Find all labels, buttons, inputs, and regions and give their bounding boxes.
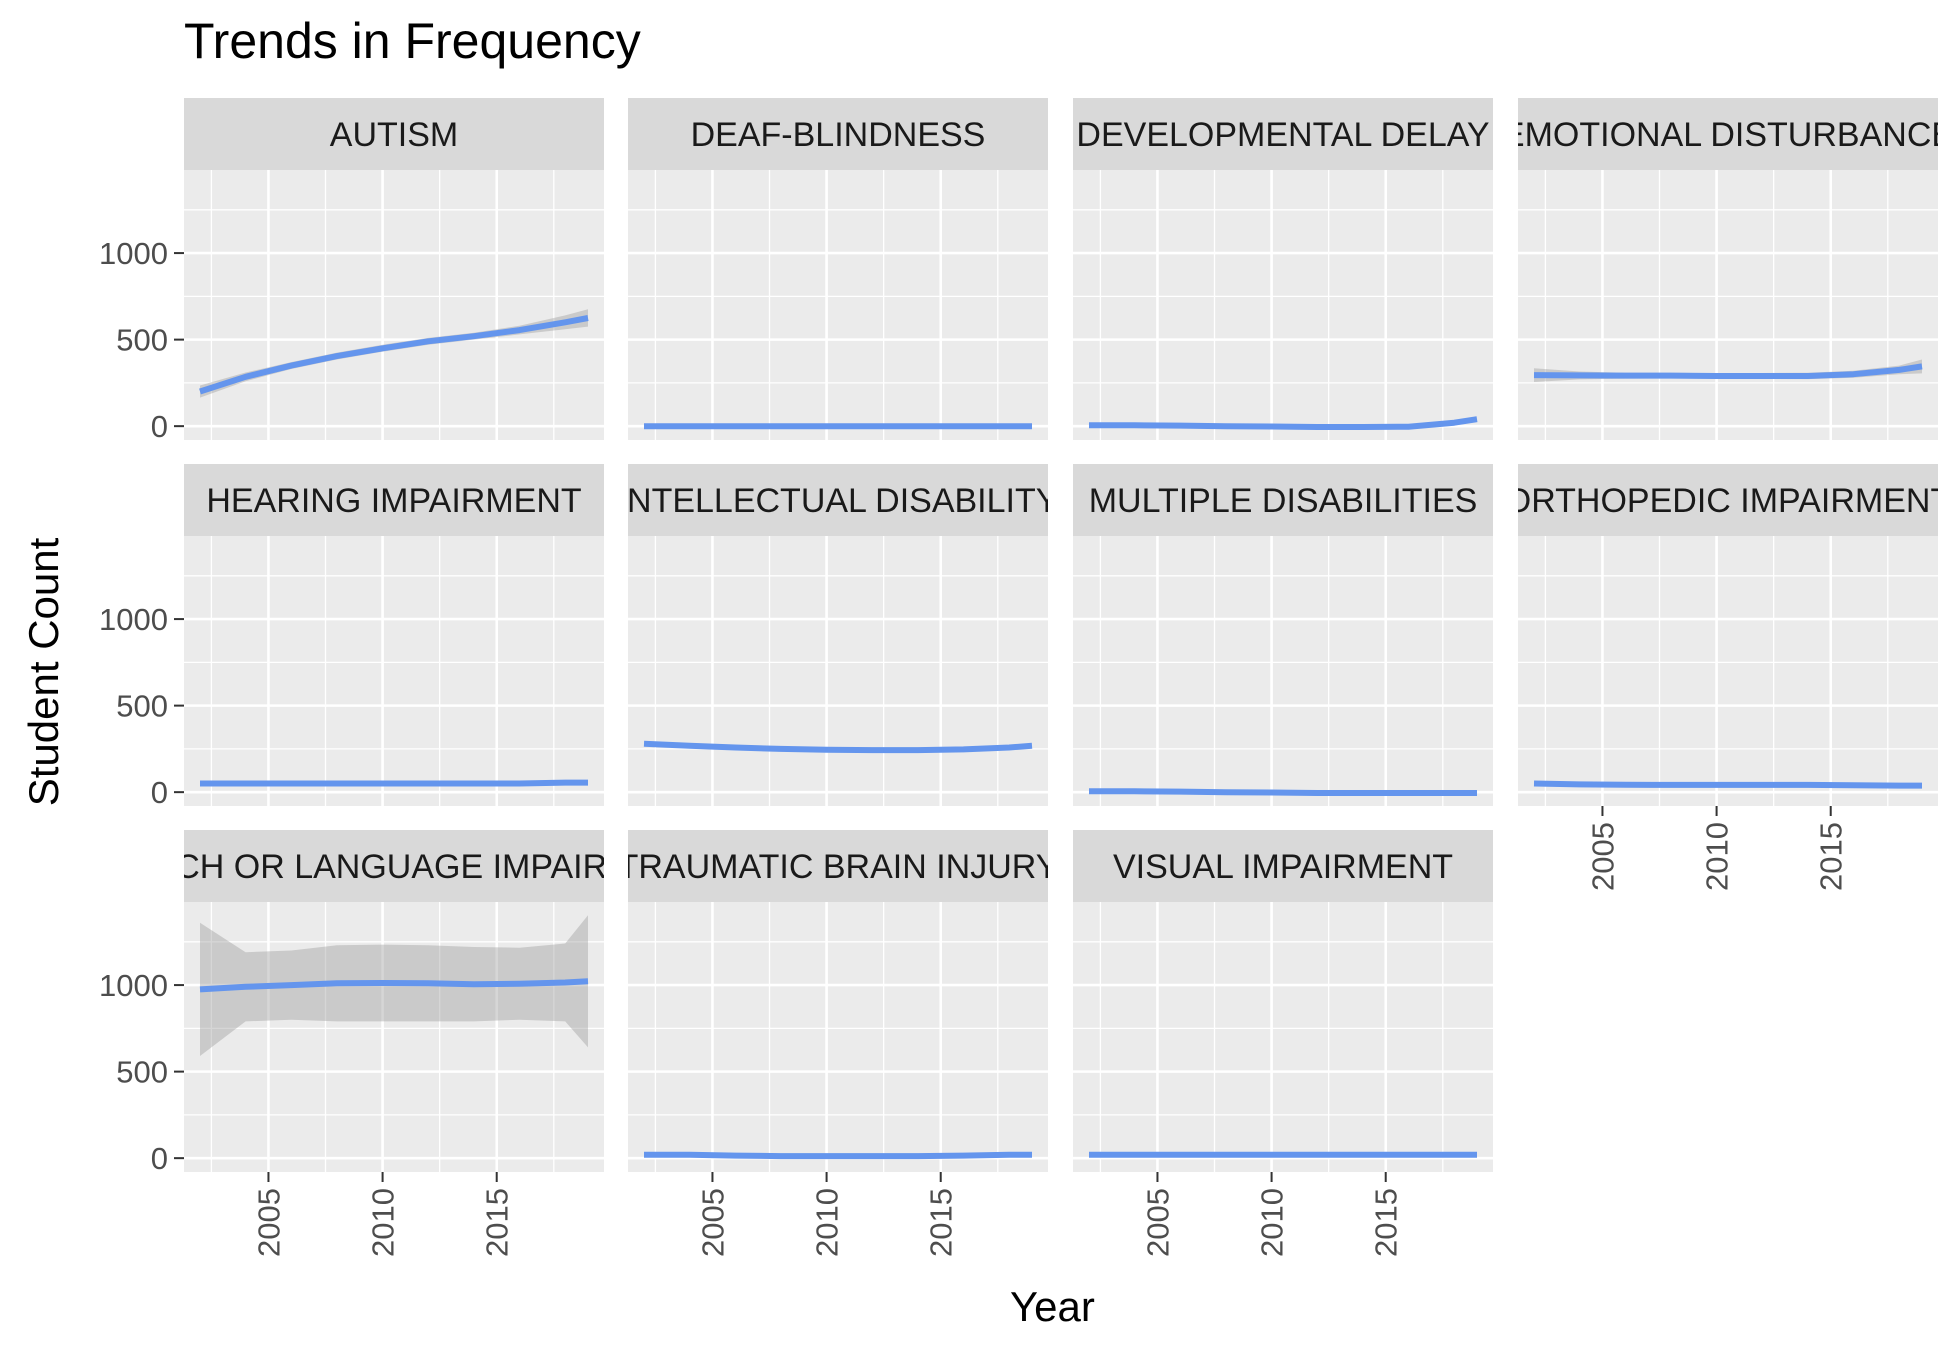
x-tick-label: 2010: [366, 1188, 401, 1257]
panel-speech-or-language-impairment: [184, 902, 604, 1172]
x-axis-label: Year: [1010, 1283, 1095, 1330]
facet-multiple-disabilities: MULTIPLE DISABILITIES: [1073, 464, 1493, 806]
x-tick-label: 2015: [1814, 822, 1849, 891]
panel-deaf-blindness: [628, 170, 1048, 440]
strip-emotional-disturbance: [1518, 98, 1938, 170]
facet-emotional-disturbance: EMOTIONAL DISTURBANCE: [1502, 98, 1950, 440]
trend-line-intellectual-disability: [643, 740, 1033, 754]
strip-autism: [184, 98, 604, 170]
strip-label-developmental-delay: DEVELOPMENTAL DELAY: [1076, 116, 1489, 154]
trend-line-multiple-disabilities: [1089, 788, 1477, 796]
x-tick-label: 2015: [1369, 1188, 1404, 1257]
facet-orthopedic-impairment: ORTHOPEDIC IMPAIRMENT 2005 2010 2015: [1505, 464, 1950, 891]
strip-label-traumatic-brain-injury: TRAUMATIC BRAIN INJURY: [618, 848, 1059, 886]
trend-line-hearing-impairment: [200, 779, 588, 787]
strip-traumatic-brain-injury: [628, 830, 1048, 902]
facet-developmental-delay: DEVELOPMENTAL DELAY: [1073, 98, 1493, 440]
facet-traumatic-brain-injury: TRAUMATIC BRAIN INJURY 2005 2010 2015: [618, 830, 1059, 1257]
strip-label-speech-or-language-impairment: SPEECH OR LANGUAGE IMPAIRMENT: [84, 848, 703, 886]
y-tick-label: 500: [116, 1055, 168, 1090]
strip-label-hearing-impairment: HEARING IMPAIRMENT: [206, 482, 581, 520]
strip-label-emotional-disturbance: EMOTIONAL DISTURBANCE: [1502, 116, 1950, 154]
facet-hearing-impairment: HEARING IMPAIRMENT 0 500 1000: [99, 464, 604, 810]
x-tick-label: 2005: [251, 1188, 286, 1257]
trend-line-orthopedic-impairment: [1533, 780, 1922, 789]
trend-line-speech-or-language-impairment: [199, 978, 589, 993]
facet-deaf-blindness: DEAF-BLINDNESS: [628, 98, 1048, 440]
strip-intellectual-disability: [628, 464, 1048, 536]
facet-visual-impairment: VISUAL IMPAIRMENT 2005 2010 2015: [1073, 830, 1493, 1257]
strip-label-orthopedic-impairment: ORTHOPEDIC IMPAIRMENT: [1505, 482, 1950, 520]
panel-intellectual-disability: [628, 536, 1048, 806]
facet-autism: AUTISM 0 500 1000: [99, 98, 604, 444]
panel-developmental-delay: [1073, 170, 1493, 440]
panel-emotional-disturbance: [1518, 170, 1938, 440]
trend-line-autism: [199, 315, 589, 395]
y-tick-label: 500: [116, 689, 168, 724]
strip-label-multiple-disabilities: MULTIPLE DISABILITIES: [1089, 482, 1478, 520]
trend-line-traumatic-brain-injury: [644, 1151, 1032, 1160]
strip-label-autism: AUTISM: [330, 116, 458, 154]
panel-visual-impairment: [1073, 902, 1493, 1172]
strip-label-visual-impairment: VISUAL IMPAIRMENT: [1113, 848, 1453, 886]
panel-autism: [184, 170, 604, 440]
x-tick-label: 2005: [695, 1188, 730, 1257]
facet-speech-or-language-impairment: SPEECH OR LANGUAGE IMPAIRMENT 0 500 1000 200…: [84, 830, 703, 1257]
chart-title: Trends in Frequency: [184, 13, 641, 69]
strip-orthopedic-impairment: [1518, 464, 1938, 536]
panel-orthopedic-impairment: [1518, 536, 1938, 806]
y-tick-label: 0: [151, 775, 168, 810]
x-tick-label: 2015: [924, 1188, 959, 1257]
y-tick-label: 0: [151, 409, 168, 444]
panel-traumatic-brain-injury: [628, 902, 1048, 1172]
x-tick-label: 2010: [1255, 1188, 1290, 1257]
strip-deaf-blindness: [628, 98, 1048, 170]
x-tick-label: 2010: [810, 1188, 845, 1257]
facet-intellectual-disability: INTELLECTUAL DISABILITY: [618, 464, 1059, 806]
strip-visual-impairment: [1073, 830, 1493, 902]
trend-line-developmental-delay: [1089, 416, 1478, 430]
y-tick-label: 1000: [99, 602, 168, 637]
strip-label-intellectual-disability: INTELLECTUAL DISABILITY: [618, 482, 1059, 520]
panel-multiple-disabilities: [1073, 536, 1493, 806]
x-tick-label: 2010: [1700, 822, 1735, 891]
panel-hearing-impairment: [184, 536, 604, 806]
x-tick-label: 2015: [480, 1188, 515, 1257]
y-tick-label: 0: [151, 1141, 168, 1176]
strip-label-deaf-blindness: DEAF-BLINDNESS: [691, 116, 986, 154]
y-tick-label: 500: [116, 323, 168, 358]
strip-hearing-impairment: [184, 464, 604, 536]
trend-line-emotional-disturbance: [1533, 363, 1923, 379]
y-tick-label: 1000: [99, 236, 168, 271]
strip-speech-or-language-impairment: [184, 830, 604, 902]
strip-developmental-delay: [1073, 98, 1493, 170]
x-tick-label: 2005: [1585, 822, 1620, 891]
x-tick-label: 2005: [1140, 1188, 1175, 1257]
y-tick-label: 1000: [99, 968, 168, 1003]
strip-multiple-disabilities: [1073, 464, 1493, 536]
